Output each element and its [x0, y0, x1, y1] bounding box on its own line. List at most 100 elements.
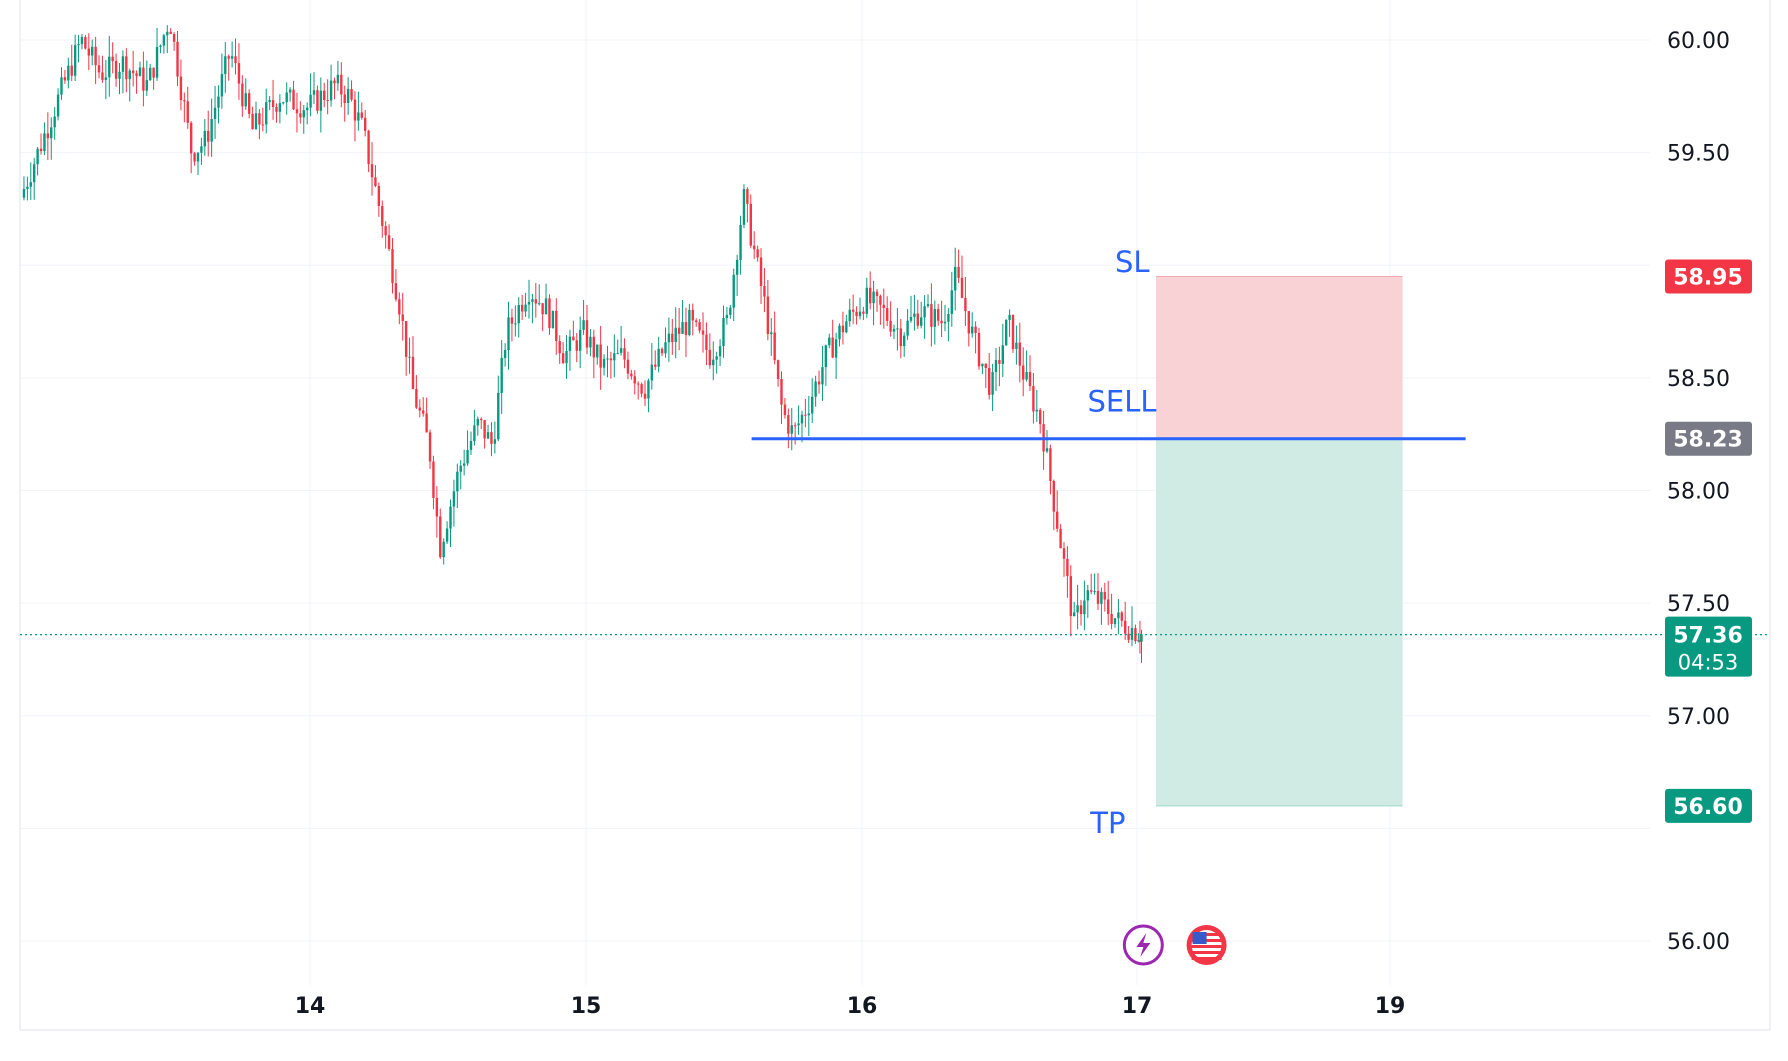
candle-body — [401, 314, 404, 321]
candle-body — [196, 152, 200, 162]
candle-body — [230, 56, 234, 59]
candle-body — [381, 205, 384, 227]
candle-body — [251, 113, 254, 130]
candle-body — [1113, 618, 1117, 624]
candle-body — [135, 73, 138, 76]
candle-body — [937, 309, 940, 321]
candle-body — [602, 358, 606, 368]
candles — [22, 25, 1143, 663]
candle-body — [329, 80, 333, 101]
candle-body — [128, 70, 131, 80]
candle-body — [183, 100, 186, 102]
candle-body — [623, 348, 626, 360]
flag-stripe — [1191, 957, 1222, 960]
candle-body — [971, 326, 974, 334]
candle-body — [930, 304, 933, 327]
candle-body — [149, 67, 152, 81]
y-tick-label: 57.50 — [1667, 592, 1730, 617]
candle-body — [131, 70, 135, 74]
candle-body — [749, 203, 752, 246]
lightning-icon[interactable] — [1122, 924, 1164, 966]
flag-stripe — [1191, 951, 1222, 954]
candle-body — [1127, 633, 1130, 640]
candle-body — [224, 56, 227, 75]
candle-body — [394, 283, 398, 300]
candle-body — [1049, 448, 1052, 481]
candle-body — [654, 364, 657, 367]
candle-body — [1140, 634, 1143, 642]
candle-body — [660, 348, 664, 354]
candle-body — [292, 89, 295, 110]
candle-body — [189, 122, 193, 154]
candle-body — [353, 99, 357, 121]
candle-body — [753, 245, 756, 250]
candle-body — [159, 45, 162, 47]
candle-body — [1069, 576, 1072, 617]
candle-body — [804, 414, 807, 416]
candle-body — [681, 322, 684, 334]
candle-body — [145, 80, 149, 91]
candle-body — [1032, 386, 1035, 412]
candle-body — [193, 153, 196, 162]
candle-body — [585, 320, 589, 348]
candle-body — [640, 384, 643, 394]
candle-body — [926, 304, 930, 307]
candle-body — [1138, 640, 1142, 642]
candle-body — [172, 34, 176, 42]
candle-body — [879, 295, 882, 305]
candle-body — [633, 376, 636, 384]
candle-body — [855, 311, 858, 317]
candle-body — [1045, 448, 1049, 452]
candle-body — [783, 404, 787, 416]
candle-body — [1120, 612, 1123, 621]
candle-body — [166, 31, 169, 36]
candle-body — [200, 146, 203, 153]
candle-body — [142, 67, 145, 91]
chart-lines — [20, 437, 1770, 636]
candle-body — [606, 358, 609, 360]
annotation-sell-label: SELL — [1088, 385, 1157, 419]
candle-body — [671, 333, 674, 342]
candle-body — [1022, 365, 1025, 380]
candle-body — [449, 506, 452, 529]
candle-body — [1100, 591, 1103, 604]
candle-body — [312, 90, 316, 95]
candle-body — [510, 317, 514, 324]
candle-body — [22, 188, 26, 198]
candle-body — [913, 313, 916, 318]
candle-body — [616, 352, 619, 354]
candle-body — [988, 367, 991, 395]
candle-body — [60, 77, 63, 95]
axes: 60.00 59.50 58.50 58.00 57.50 57.00 56.00 14 15 1… — [295, 29, 1730, 1019]
candle-body — [650, 364, 654, 381]
candle-body — [947, 313, 950, 322]
candle-body — [432, 461, 435, 498]
candle-body — [872, 291, 875, 304]
candle-body — [1107, 599, 1110, 614]
candle-body — [960, 277, 964, 298]
candle-body — [773, 332, 776, 361]
candle-body — [933, 309, 936, 327]
candle-body — [480, 418, 483, 421]
candle-body — [428, 432, 432, 462]
candle-body — [155, 46, 159, 78]
candle-body — [268, 100, 271, 103]
candle-body — [609, 358, 613, 361]
price-badge — [1665, 259, 1752, 294]
price-badge-text: 56.60 — [1673, 795, 1743, 820]
event-icons — [1122, 924, 1227, 966]
candle-body — [599, 344, 602, 368]
candle-body — [295, 109, 299, 114]
take-profit-zone[interactable] — [1155, 438, 1403, 806]
us-flag-icon[interactable] — [1186, 925, 1227, 965]
candle-body — [282, 102, 285, 104]
candle-body — [548, 298, 551, 329]
candle-body — [111, 56, 114, 61]
stop-loss-zone[interactable] — [1155, 276, 1403, 439]
candle-body — [722, 318, 725, 347]
candle-body — [906, 320, 909, 336]
candle-body — [896, 328, 899, 330]
candle-body — [531, 299, 534, 302]
